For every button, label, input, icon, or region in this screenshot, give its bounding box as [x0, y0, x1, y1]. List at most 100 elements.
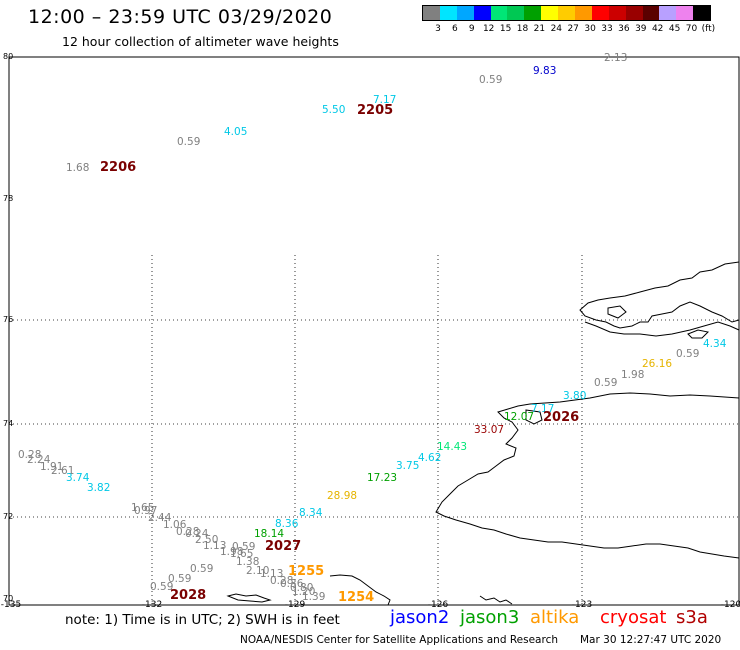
- wave-height-label: 0.28: [18, 449, 42, 461]
- pass-time-label: 2206: [100, 160, 137, 175]
- wave-height-label: 9.83: [533, 65, 557, 77]
- wave-height-label: 0.59: [177, 136, 201, 148]
- legend-label: 70: [685, 24, 698, 34]
- footer-timestamp: Mar 30 12:27:47 UTC 2020: [580, 634, 722, 646]
- wave-height-label: 7.17: [531, 403, 555, 415]
- wave-height-label: 2.50: [195, 534, 219, 546]
- legend-swatch: [625, 6, 643, 20]
- map-subtitle: 12 hour collection of altimeter wave hei…: [62, 34, 339, 49]
- wave-height-label: 12.07: [504, 411, 535, 423]
- wave-height-label: 0.28: [270, 575, 294, 587]
- wave-height-label: 2.13: [604, 52, 628, 64]
- wave-height-label: 0.36: [280, 578, 304, 590]
- wave-height-label: 28.98: [327, 490, 358, 502]
- legend-color-bar: [422, 5, 712, 21]
- lon-label-132: -132: [141, 600, 163, 610]
- legend-label: 36: [618, 24, 630, 34]
- legend-label: 45: [668, 24, 681, 34]
- lon-label-120: -120: [720, 600, 740, 610]
- legend-swatch: [676, 6, 694, 20]
- wave-height-label: 1.38: [236, 556, 260, 568]
- wave-height-label: 1.20: [292, 586, 316, 598]
- legend-label: 3: [435, 24, 441, 34]
- lon-label-126: -126: [427, 600, 449, 610]
- footer-credit: NOAA/NESDIS Center for Satellite Applica…: [240, 634, 558, 646]
- lon-label-135: -135: [0, 600, 22, 610]
- legend-swatch: [456, 6, 474, 20]
- wave-height-label: 8.36: [275, 518, 299, 530]
- legend-swatch: [524, 6, 542, 20]
- color-legend: 3 6 9 12 15 18 21 24 27 30 33 36 39 42 45 70 (ft): [422, 5, 715, 34]
- legend-label: 27: [567, 24, 579, 34]
- legend-swatch: [423, 6, 440, 20]
- wave-height-label: 1.65: [131, 502, 155, 514]
- wave-height-label: 0.59: [232, 541, 256, 553]
- satellite-s3a: s3a: [676, 607, 708, 628]
- legend-swatch: [575, 6, 592, 20]
- legend-swatch: [490, 6, 508, 20]
- satellite-cryosat: cryosat: [600, 607, 667, 628]
- wave-height-label: 7.17: [373, 94, 397, 106]
- legend-label: 12: [482, 24, 495, 34]
- wave-height-label: 4.34: [703, 338, 727, 350]
- wave-height-label: 1.68: [66, 162, 90, 174]
- wave-height-label: 8.34: [299, 507, 323, 519]
- wave-height-label: 3.75: [396, 460, 420, 472]
- legend-swatch: [439, 6, 457, 20]
- wave-height-label: 26.16: [642, 358, 673, 370]
- wave-height-label: 1.91: [40, 461, 64, 473]
- wave-height-label: 14.43: [437, 441, 468, 453]
- wave-height-label: 2.61: [51, 465, 75, 477]
- legend-swatch: [693, 6, 711, 20]
- wave-height-label: 2.24: [27, 454, 51, 466]
- legend-swatch: [642, 6, 660, 20]
- wave-height-label: 0.24: [185, 528, 209, 540]
- pass-time-label: 2027: [265, 539, 302, 554]
- legend-swatch: [473, 6, 491, 20]
- coastline: [226, 261, 740, 606]
- legend-swatch: [591, 6, 609, 20]
- wave-height-label: 1.13: [203, 540, 227, 552]
- wave-height-label: 0.59: [190, 563, 214, 575]
- satellite-jason2: jason2: [390, 607, 450, 628]
- legend-label: 39: [635, 24, 647, 34]
- wave-height-label: 0.80: [290, 582, 314, 594]
- wave-height-label: 33.07: [474, 424, 505, 436]
- wave-height-label: 4.62: [418, 452, 442, 464]
- wave-height-label: 3.82: [87, 482, 111, 494]
- wave-height-label: 0.59: [150, 581, 174, 593]
- wave-height-label: 5.50: [322, 104, 346, 116]
- graticule: [9, 255, 739, 605]
- wave-height-label: 1.98: [621, 369, 645, 381]
- wave-height-label: 2.10: [246, 565, 270, 577]
- legend-label: 33: [601, 24, 613, 34]
- legend-label: (ft): [701, 24, 716, 34]
- map-frame: [8, 56, 740, 606]
- lon-label-123: -123: [571, 600, 593, 610]
- legend-swatch: [608, 6, 626, 20]
- legend-swatch: [507, 6, 525, 20]
- wave-height-label: 3.80: [563, 390, 587, 402]
- legend-label: 30: [584, 24, 596, 34]
- pass-time-label: 2026: [543, 410, 580, 425]
- lat-label-76: 76: [3, 315, 14, 324]
- map-title: 12:00 – 23:59 UTC 03/29/2020: [28, 6, 333, 28]
- wave-height-label: 0.97: [134, 505, 158, 517]
- lat-label-72: 72: [3, 512, 14, 521]
- wave-height-label: 0.59: [168, 573, 192, 585]
- wave-height-label: 1.39: [302, 591, 326, 603]
- pass-time-label: 1254: [338, 590, 375, 605]
- pass-time-label: 2028: [170, 588, 207, 603]
- wave-height-label: 1.65: [230, 548, 254, 560]
- wave-height-label: 0.28: [176, 526, 200, 538]
- pass-time-label: 2205: [357, 103, 394, 118]
- note-text: note: 1) Time is in UTC; 2) SWH is in fe…: [65, 612, 340, 628]
- wave-height-label: 2.44: [148, 512, 172, 524]
- lat-label-80: 80: [3, 52, 14, 61]
- legend-label: 15: [499, 24, 512, 34]
- legend-swatch: [659, 6, 677, 20]
- satellite-jason3: jason3: [460, 607, 520, 628]
- legend-label: 9: [468, 24, 475, 34]
- wave-height-label: 0.59: [479, 74, 503, 86]
